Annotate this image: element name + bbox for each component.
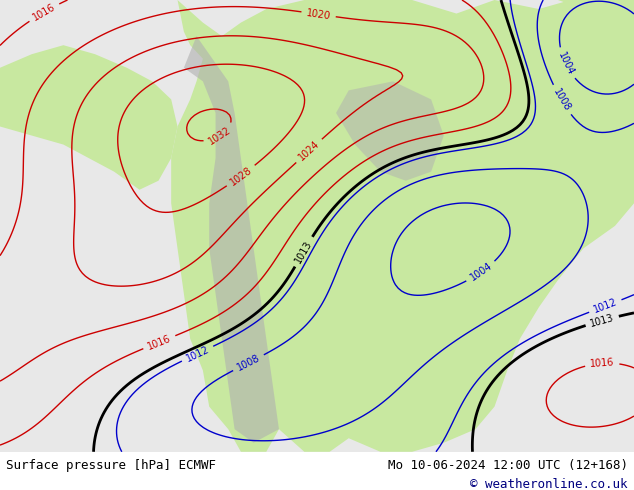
Text: 1004: 1004 [556,50,576,77]
Text: Surface pressure [hPa] ECMWF: Surface pressure [hPa] ECMWF [6,459,216,472]
Text: 1013: 1013 [293,239,314,265]
Text: 1024: 1024 [297,139,321,163]
Text: 1008: 1008 [551,87,572,113]
Text: 1012: 1012 [592,297,619,315]
Polygon shape [184,36,279,443]
Text: 1028: 1028 [228,165,254,187]
Text: © weatheronline.co.uk: © weatheronline.co.uk [470,478,628,490]
Text: 1020: 1020 [306,7,332,21]
Polygon shape [171,0,634,452]
Text: 1016: 1016 [590,358,615,369]
Text: Mo 10-06-2024 12:00 UTC (12+168): Mo 10-06-2024 12:00 UTC (12+168) [387,459,628,472]
Polygon shape [336,81,444,181]
Polygon shape [558,0,634,36]
Polygon shape [0,45,178,190]
Text: 1016: 1016 [146,333,172,351]
Text: 1004: 1004 [468,261,494,283]
Text: 1012: 1012 [184,344,210,364]
Text: 1013: 1013 [589,313,615,329]
Text: 1032: 1032 [207,124,233,147]
Text: 1008: 1008 [235,353,262,373]
Text: 1016: 1016 [31,1,57,23]
